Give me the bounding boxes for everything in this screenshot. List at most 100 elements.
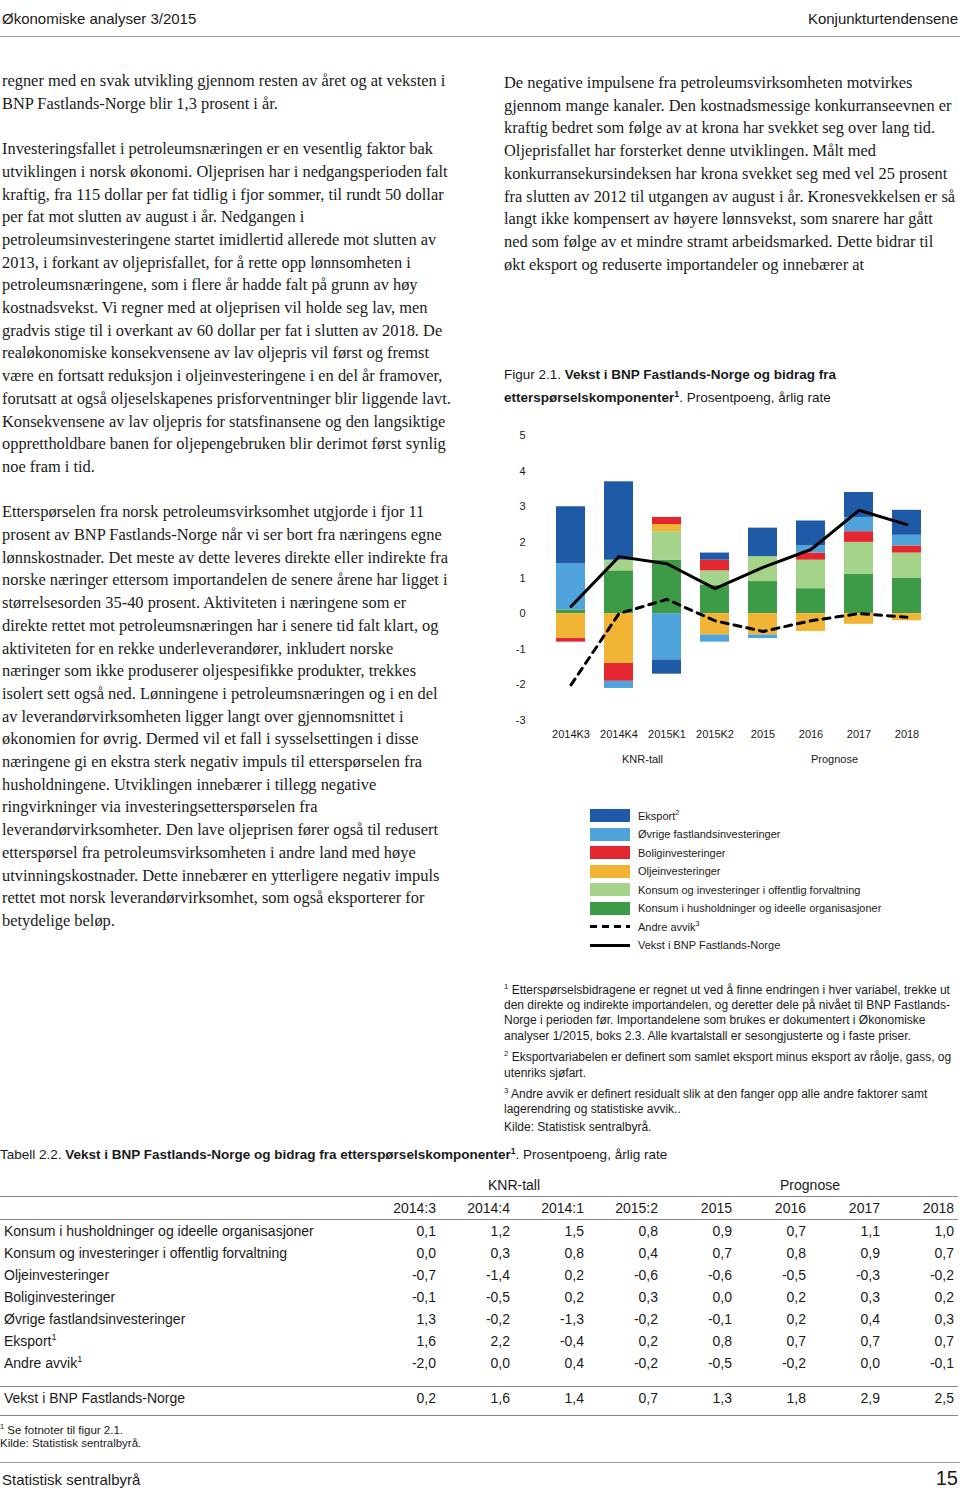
html-text:2Eksportvariabelen er definert: 2Eksportvariabelen er definert som samle… bbox=[504, 1049, 952, 1080]
html-text:2015: 2015 bbox=[700, 1199, 732, 1216]
html-text:0,2: 0,2 bbox=[564, 1288, 584, 1305]
html-text:1,5: 1,5 bbox=[564, 1222, 584, 1239]
html-text:15: 15 bbox=[935, 1467, 958, 1489]
html-text:3Andre avvik er definert resid: 3Andre avvik er definert residualt slik … bbox=[504, 1085, 928, 1117]
html-text:0,2: 0,2 bbox=[564, 1266, 584, 1283]
html-text:-0,5: -0,5 bbox=[781, 1266, 806, 1283]
html-text:-0,1: -0,1 bbox=[707, 1310, 732, 1327]
html-text:0,8: 0,8 bbox=[712, 1332, 732, 1349]
html-text:-0,2: -0,2 bbox=[633, 1310, 658, 1327]
html-text:Boliginvesteringer: Boliginvesteringer bbox=[4, 1288, 116, 1305]
html-text:-1,4: -1,4 bbox=[485, 1266, 510, 1283]
html-text:Tabell 2.2. Vekst i BNP Fastla: Tabell 2.2. Vekst i BNP Fastlands-Norge … bbox=[0, 1145, 668, 1162]
html-text:Prognose: Prognose bbox=[780, 1176, 840, 1193]
svg-text:-3: -3 bbox=[516, 714, 526, 726]
svg-text:2: 2 bbox=[519, 535, 525, 547]
html-text:2017: 2017 bbox=[848, 1199, 880, 1216]
svg-text:1: 1 bbox=[519, 571, 525, 583]
html-text:-0,6: -0,6 bbox=[633, 1266, 658, 1283]
html-text:0,2: 0,2 bbox=[786, 1288, 806, 1305]
html-text:0,0: 0,0 bbox=[712, 1288, 732, 1305]
html-text:0,8: 0,8 bbox=[638, 1222, 658, 1239]
html-text:1,3: 1,3 bbox=[416, 1310, 436, 1327]
html-text:0,4: 0,4 bbox=[638, 1244, 658, 1261]
html-text:2014:1: 2014:1 bbox=[541, 1199, 584, 1216]
html-text:0,3: 0,3 bbox=[638, 1288, 658, 1305]
html-text:2014:4: 2014:4 bbox=[467, 1199, 510, 1216]
svg-text:-2: -2 bbox=[516, 678, 526, 690]
html-text:Andre avvik1: Andre avvik1 bbox=[4, 1354, 83, 1371]
html-text:-0,3: -0,3 bbox=[855, 1266, 880, 1283]
html-text:-0,4: -0,4 bbox=[559, 1332, 584, 1349]
html-text:Figur 2.1. Vekst i BNP Fastlan: Figur 2.1. Vekst i BNP Fastlands-Norge o… bbox=[504, 367, 837, 405]
html-text:De negative impulsene fra petr: De negative impulsene fra petroleumsvirk… bbox=[504, 73, 956, 274]
html-text:0,7: 0,7 bbox=[934, 1332, 954, 1349]
html-text:0,1: 0,1 bbox=[416, 1222, 436, 1239]
html-text:2015:2: 2015:2 bbox=[615, 1199, 658, 1216]
html-text:-0,6: -0,6 bbox=[707, 1266, 732, 1283]
html-text:regner med en svak utvikling g: regner med en svak utvikling gjennom res… bbox=[2, 71, 446, 113]
html-text:KNR-tall: KNR-tall bbox=[487, 1176, 541, 1193]
html-text:-0,2: -0,2 bbox=[485, 1310, 510, 1327]
svg-text:Prognose: Prognose bbox=[811, 753, 858, 765]
html-text:0,9: 0,9 bbox=[712, 1222, 732, 1239]
html-text:2018: 2018 bbox=[922, 1199, 954, 1216]
html-text:Investeringsfallet i petroleum: Investeringsfallet i petroleumsnæringen … bbox=[2, 139, 451, 476]
html-text:0,4: 0,4 bbox=[564, 1354, 584, 1371]
html-text:Eksport1: Eksport1 bbox=[4, 1332, 57, 1349]
html-text:Konjunkturtendensene: Konjunkturtendensene bbox=[807, 10, 958, 27]
html-text:0,3: 0,3 bbox=[490, 1244, 510, 1261]
html-text:0,7: 0,7 bbox=[786, 1332, 806, 1349]
html-text:Økonomiske analyser 3/2015: Økonomiske analyser 3/2015 bbox=[2, 10, 197, 27]
html-text:0,7: 0,7 bbox=[934, 1244, 954, 1261]
svg-text:2015: 2015 bbox=[751, 728, 775, 740]
html-text:-0,1: -0,1 bbox=[411, 1288, 436, 1305]
html-text:0,2: 0,2 bbox=[934, 1288, 954, 1305]
html-text:Etterspørselen fra norsk petro: Etterspørselen fra norsk petroleumsvirks… bbox=[2, 502, 448, 930]
html-text:0,0: 0,0 bbox=[416, 1244, 436, 1261]
html-text:-0,2: -0,2 bbox=[633, 1354, 658, 1371]
html-text:2016: 2016 bbox=[774, 1199, 806, 1216]
html-text:Konsum og investeringer i offe: Konsum og investeringer i offentlig forv… bbox=[4, 1244, 287, 1261]
html-text:Oljeinvesteringer: Oljeinvesteringer bbox=[4, 1266, 110, 1283]
svg-text:2017: 2017 bbox=[847, 728, 871, 740]
html-text:1,6: 1,6 bbox=[416, 1332, 436, 1349]
svg-text:2015K2: 2015K2 bbox=[696, 728, 734, 740]
svg-text:2014K4: 2014K4 bbox=[600, 728, 638, 740]
html-text:0,3: 0,3 bbox=[934, 1310, 954, 1327]
html-text:0,3: 0,3 bbox=[860, 1288, 880, 1305]
html-text:0,4: 0,4 bbox=[860, 1310, 880, 1327]
svg-text:5: 5 bbox=[519, 429, 525, 441]
svg-text:KNR-tall: KNR-tall bbox=[622, 753, 663, 765]
html-text:2014:3: 2014:3 bbox=[393, 1199, 436, 1216]
svg-text:2014K3: 2014K3 bbox=[552, 728, 590, 740]
svg-text:0: 0 bbox=[519, 607, 525, 619]
html-text:0,8: 0,8 bbox=[564, 1244, 584, 1261]
html-text:0,0: 0,0 bbox=[490, 1354, 510, 1371]
html-text:1,1: 1,1 bbox=[860, 1222, 880, 1239]
html-text:2,2: 2,2 bbox=[490, 1332, 510, 1349]
html-text:-0,7: -0,7 bbox=[411, 1266, 436, 1283]
html-text:Øvrige fastlandsinvesteringer: Øvrige fastlandsinvesteringer bbox=[4, 1310, 186, 1327]
html-text:1,0: 1,0 bbox=[934, 1222, 954, 1239]
html-text:-2,0: -2,0 bbox=[411, 1354, 436, 1371]
html-text:1Etterspørselsbidragene er reg: 1Etterspørselsbidragene er regnet ut ved… bbox=[504, 981, 950, 1043]
html-text:0,9: 0,9 bbox=[860, 1244, 880, 1261]
html-text:0,7: 0,7 bbox=[860, 1332, 880, 1349]
html-text:0,8: 0,8 bbox=[786, 1244, 806, 1261]
html-text:-1,3: -1,3 bbox=[559, 1310, 584, 1327]
svg-text:3: 3 bbox=[519, 500, 525, 512]
svg-text:2016: 2016 bbox=[799, 728, 823, 740]
html-text:-0,2: -0,2 bbox=[929, 1266, 954, 1283]
svg-text:2015K1: 2015K1 bbox=[648, 728, 686, 740]
html-text:0,2: 0,2 bbox=[786, 1310, 806, 1327]
svg-text:-1: -1 bbox=[516, 642, 526, 654]
html-text:0,7: 0,7 bbox=[712, 1244, 732, 1261]
html-text:-0,5: -0,5 bbox=[485, 1288, 510, 1305]
html-text:0,7: 0,7 bbox=[786, 1222, 806, 1239]
html-text:0,2: 0,2 bbox=[638, 1332, 658, 1349]
html-text:Konsum i husholdninger og idee: Konsum i husholdninger og ideelle organi… bbox=[4, 1222, 314, 1239]
svg-text:4: 4 bbox=[519, 464, 525, 476]
svg-text:2018: 2018 bbox=[895, 728, 919, 740]
html-text:1,2: 1,2 bbox=[490, 1222, 510, 1239]
